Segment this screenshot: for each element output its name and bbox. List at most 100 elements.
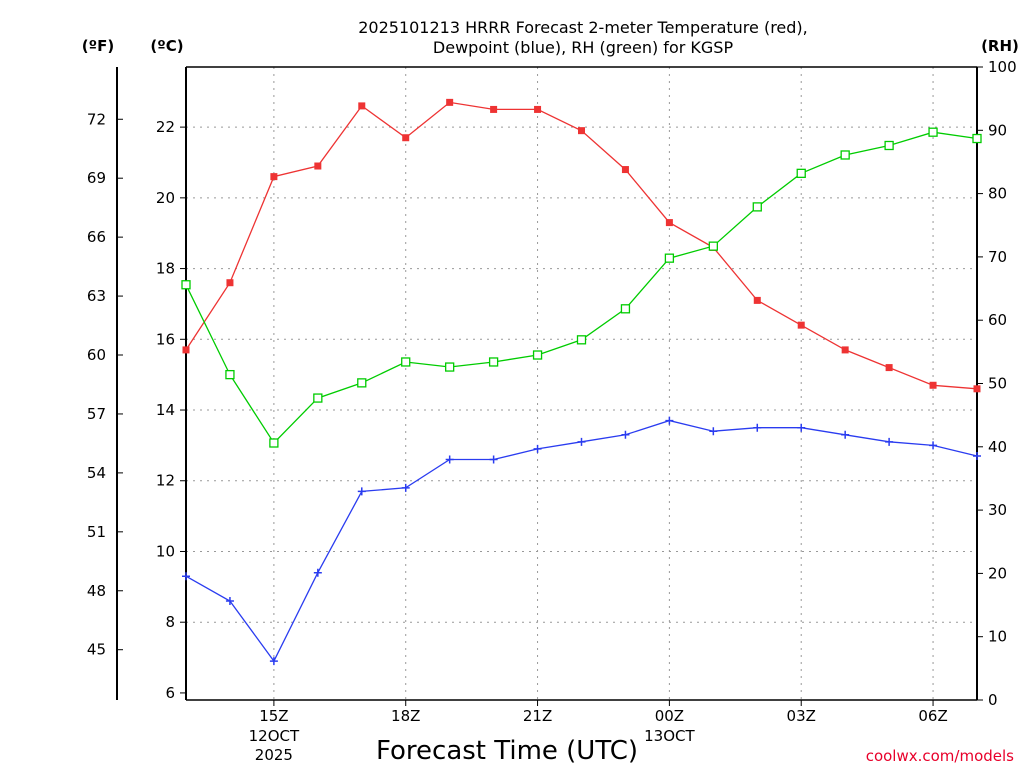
y-tick-label-c: 8 (165, 613, 175, 631)
y-tick-label-f: 45 (87, 641, 106, 659)
dewpoint-point (885, 437, 894, 446)
series-temperature (182, 98, 981, 393)
temperature-point (446, 98, 454, 106)
y-tick-label-rh: 50 (988, 375, 1007, 393)
y-tick-label-rh: 60 (988, 311, 1007, 329)
x-tick-sublabel: 13OCT (644, 727, 695, 745)
dewpoint-point (841, 430, 850, 439)
unit-label-rh: (RH) (981, 37, 1019, 55)
y-tick-label-rh: 10 (988, 628, 1007, 646)
temperature-point (885, 364, 893, 372)
y-tick-label-f: 69 (87, 169, 106, 187)
dewpoint-point (797, 423, 806, 432)
y-tick-label-c: 14 (156, 401, 175, 419)
y-tick-label-rh: 100 (988, 58, 1017, 76)
y-tick-label-rh: 40 (988, 438, 1007, 456)
rh-point (840, 150, 850, 160)
x-tick-label: 06Z (918, 707, 947, 725)
rh-point (972, 133, 982, 144)
x-tick-label: 18Z (391, 707, 420, 725)
temperature-point (182, 346, 190, 354)
dewpoint-point (182, 572, 190, 581)
series-dewpoint (182, 416, 981, 666)
dewpoint-point (929, 441, 938, 450)
temperature-point (841, 346, 849, 354)
y-tick-label-c: 12 (156, 472, 175, 490)
rh-point (269, 438, 279, 448)
series-layer (181, 98, 982, 666)
temperature-line (185, 101, 978, 390)
rh-point (664, 253, 675, 263)
temperature-point (621, 166, 629, 174)
rh-point (401, 357, 411, 367)
watermark: coolwx.com/models (866, 747, 1014, 765)
temperature-point (270, 173, 278, 181)
dewpoint-point (357, 487, 366, 496)
rh-point (488, 357, 499, 367)
x-axis-label: Forecast Time (UTC) (376, 736, 638, 766)
dewpoint-point (313, 568, 322, 577)
temperature-point (753, 296, 761, 304)
y-tick-label-c: 10 (156, 542, 175, 560)
temperature-point (358, 102, 366, 110)
y-tick-label-f: 57 (87, 405, 106, 423)
rh-point (181, 280, 191, 290)
rh-point (884, 140, 894, 151)
x-tick-label: 15Z (259, 707, 288, 725)
y-tick-label-f: 66 (87, 228, 106, 246)
dewpoint-point (753, 423, 762, 432)
dewpoint-point (577, 437, 586, 446)
rh-point (225, 369, 235, 380)
x-tick-sublabel: 2025 (255, 746, 293, 764)
temperature-point (929, 381, 937, 389)
dewpoint-point (269, 657, 278, 666)
temperature-point (665, 219, 673, 227)
temperature-point (314, 162, 322, 170)
rh-point (445, 362, 455, 372)
y-tick-label-c: 20 (156, 189, 175, 207)
y-tick-label-c: 16 (156, 330, 175, 348)
dewpoint-point (665, 416, 674, 425)
y-tick-label-c: 18 (156, 260, 175, 278)
dewpoint-point (709, 427, 718, 436)
dewpoint-point (445, 455, 454, 464)
x-tick-label: 03Z (787, 707, 816, 725)
rh-point (576, 335, 587, 345)
series-rh (181, 127, 982, 448)
y-tick-label-f: 63 (87, 287, 106, 305)
temperature-point (534, 105, 542, 113)
y-tick-label-rh: 90 (988, 121, 1007, 139)
rh-line (185, 131, 978, 445)
y-tick-label-c: 6 (165, 684, 175, 702)
unit-label-fahrenheit: (ºF) (82, 37, 114, 55)
y-tick-label-c: 22 (156, 118, 175, 136)
rh-point (313, 393, 323, 403)
chart-title-line1: 2025101213 HRRR Forecast 2-meter Tempera… (358, 18, 808, 37)
rh-point (796, 168, 806, 178)
rh-point (620, 304, 631, 314)
dewpoint-point (533, 444, 542, 453)
y-tick-label-f: 72 (87, 110, 106, 128)
rh-point (928, 127, 938, 137)
temperature-point (973, 385, 981, 393)
dewpoint-point (489, 455, 498, 464)
y-tick-label-rh: 0 (988, 691, 998, 709)
dewpoint-point (621, 430, 630, 439)
dewpoint-point (225, 596, 234, 605)
y-tick-label-rh: 80 (988, 185, 1007, 203)
y-tick-label-f: 51 (87, 523, 106, 541)
rh-point (752, 202, 762, 212)
y-tick-label-f: 54 (87, 464, 106, 482)
y-tick-label-f: 48 (87, 582, 106, 600)
x-tick-label: 21Z (523, 707, 552, 725)
rh-point (357, 378, 367, 388)
y-tick-label-rh: 20 (988, 564, 1007, 582)
y-tick-label-rh: 70 (988, 248, 1007, 266)
dewpoint-point (401, 483, 410, 492)
temperature-point (402, 134, 410, 142)
y-tick-label-rh: 30 (988, 501, 1007, 519)
unit-label-celsius: (ºC) (150, 37, 183, 55)
temperature-point (797, 321, 805, 329)
